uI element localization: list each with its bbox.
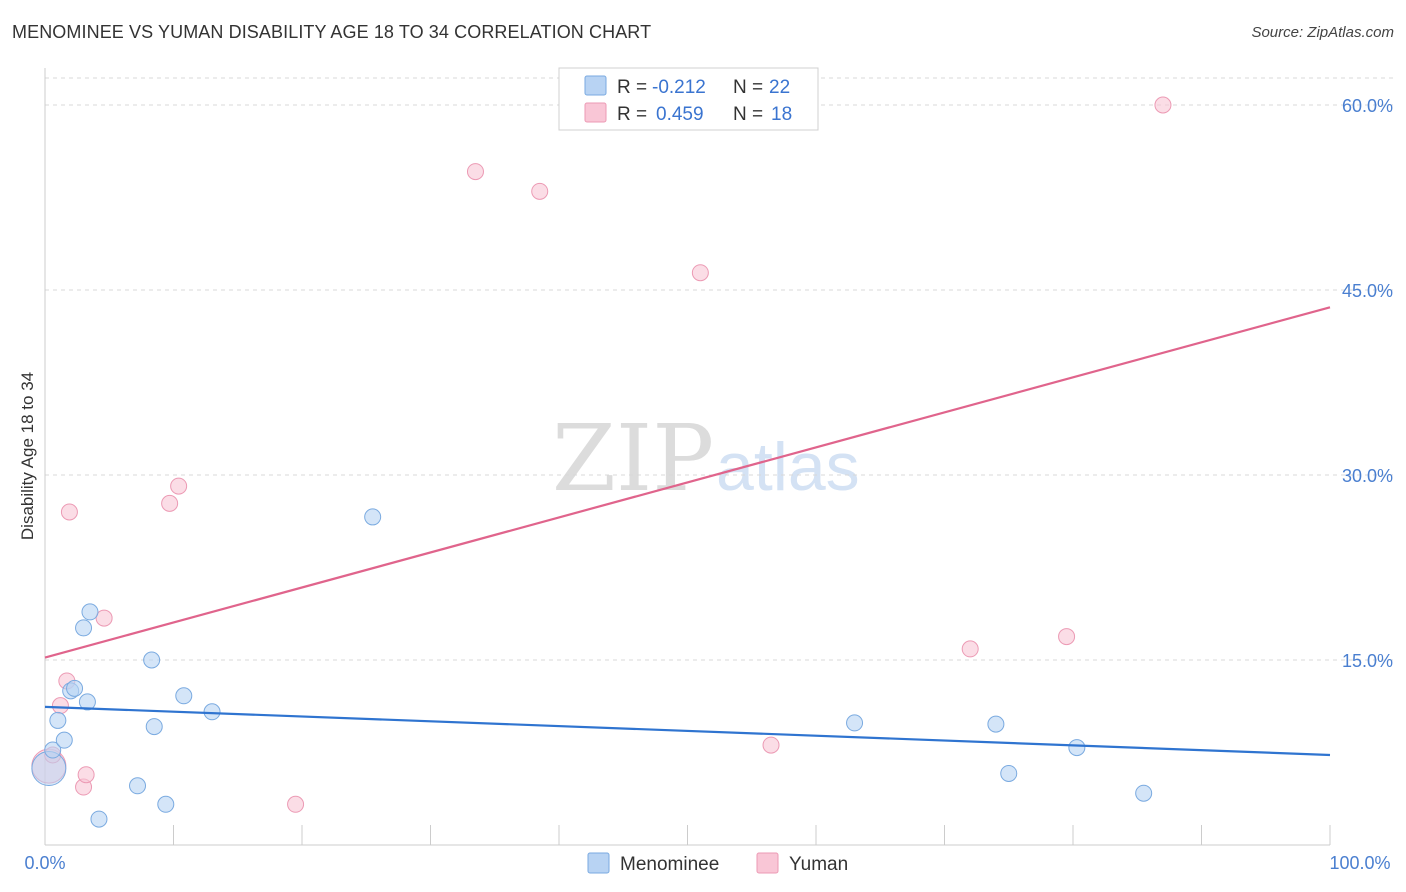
yuman-point bbox=[466, 163, 484, 181]
yuman-legend-label: Yuman bbox=[789, 854, 848, 875]
menominee-n-value: 22 bbox=[769, 77, 790, 98]
watermark-zip: ZIP bbox=[552, 405, 714, 512]
menominee-r-label: R = bbox=[617, 77, 647, 98]
yuman-point bbox=[95, 609, 113, 627]
yuman-point bbox=[51, 697, 69, 715]
menominee-trend-line bbox=[44, 705, 1331, 757]
y-tick-label: 45.0% bbox=[1342, 281, 1393, 301]
menominee-point bbox=[145, 718, 163, 736]
menominee-point bbox=[66, 679, 84, 697]
yuman-legend-swatch bbox=[584, 102, 607, 123]
menominee-legend-swatch bbox=[584, 75, 607, 96]
y-tick-labels: 15.0% 30.0% 45.0% 60.0% bbox=[1342, 96, 1393, 671]
menominee-point bbox=[157, 795, 175, 813]
x-tick-label-max: 100.0% bbox=[1329, 853, 1390, 873]
menominee-n-label: N = bbox=[733, 77, 763, 98]
yuman-point bbox=[961, 640, 979, 658]
yuman-point bbox=[60, 503, 78, 521]
yuman-point bbox=[77, 766, 95, 784]
gridlines bbox=[45, 77, 1394, 661]
y-tick-label: 60.0% bbox=[1342, 96, 1393, 116]
yuman-point bbox=[762, 736, 780, 754]
menominee-point bbox=[81, 603, 99, 621]
menominee-point bbox=[90, 810, 108, 828]
watermark: ZIP atlas bbox=[552, 405, 860, 512]
yuman-point bbox=[691, 264, 709, 282]
yuman-point bbox=[287, 795, 305, 813]
menominee-point bbox=[364, 508, 382, 526]
x-tick-label-min: 0.0% bbox=[24, 853, 65, 873]
yuman-point bbox=[531, 182, 549, 200]
x-ticks bbox=[173, 825, 1331, 845]
menominee-point bbox=[1135, 784, 1153, 802]
menominee-point bbox=[75, 619, 93, 637]
yuman-point bbox=[170, 477, 188, 495]
y-tick-label: 30.0% bbox=[1342, 466, 1393, 486]
yuman-point bbox=[1058, 628, 1076, 646]
yuman-trend-line bbox=[44, 306, 1331, 659]
yuman-r-label: R = bbox=[617, 104, 647, 125]
menominee-point bbox=[129, 777, 147, 795]
menominee-point bbox=[55, 731, 73, 749]
yuman-point bbox=[161, 494, 179, 512]
menominee-legend-label: Menominee bbox=[620, 854, 719, 875]
menominee-point bbox=[1000, 764, 1018, 782]
yuman-n-value: 18 bbox=[771, 104, 792, 125]
chart-title: MENOMINEE VS YUMAN DISABILITY AGE 18 TO … bbox=[12, 22, 652, 42]
yuman-n-label: N = bbox=[733, 104, 763, 125]
yuman-point bbox=[1154, 96, 1172, 114]
menominee-point bbox=[78, 693, 96, 711]
menominee-bottom-swatch bbox=[587, 852, 610, 874]
menominee-point bbox=[203, 703, 221, 721]
menominee-points bbox=[31, 508, 1153, 828]
yuman-bottom-swatch bbox=[756, 852, 779, 874]
menominee-point bbox=[44, 741, 62, 759]
y-tick-label: 15.0% bbox=[1342, 651, 1393, 671]
menominee-r-value: -0.212 bbox=[652, 77, 706, 98]
y-axis-label: Disability Age 18 to 34 bbox=[18, 372, 37, 540]
menominee-point bbox=[1068, 739, 1086, 757]
menominee-point bbox=[49, 711, 67, 729]
trend-lines bbox=[44, 306, 1331, 757]
menominee-point bbox=[987, 715, 1005, 733]
source-label: Source: ZipAtlas.com bbox=[1251, 24, 1394, 41]
series-legend: Menominee Yuman bbox=[587, 852, 848, 875]
menominee-point bbox=[846, 714, 864, 732]
menominee-point bbox=[143, 651, 161, 669]
stats-legend: R = -0.212 N = 22 R = 0.459 N = 18 bbox=[558, 67, 819, 131]
yuman-r-value: 0.459 bbox=[656, 104, 704, 125]
menominee-point bbox=[175, 687, 193, 705]
